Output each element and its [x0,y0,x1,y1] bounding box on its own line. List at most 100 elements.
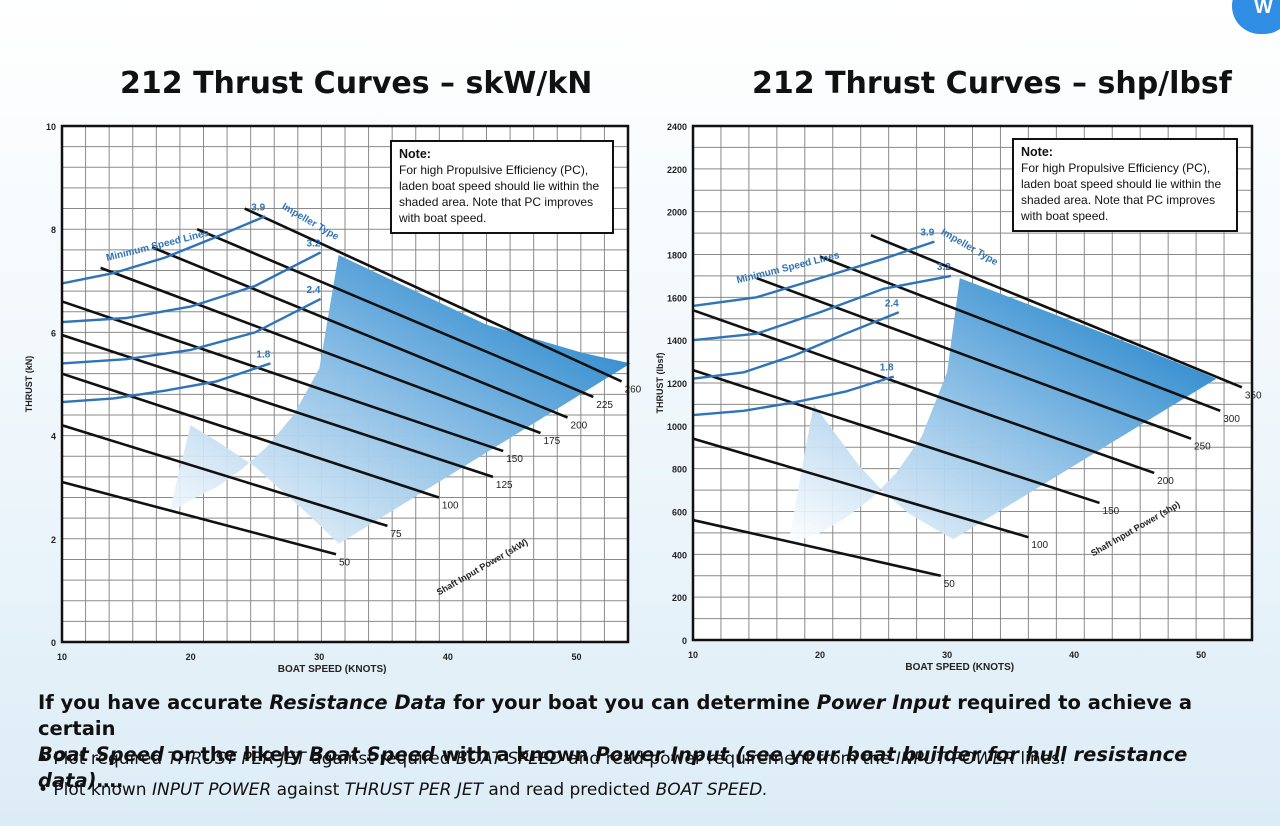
min-speed-line-3.2 [61,251,322,324]
bullet-seg: • Plot required [38,749,168,769]
para-seg: Resistance Data [269,691,447,714]
min-speed-line-3.2 [692,274,952,342]
note-box-left: Note: For high Propulsive Efficiency (PC… [390,140,614,234]
thrust-chart-shp-lbsf: 50 100 150 200 250 300 350 1.8 2.4 3.2 3.9 0 200 400 6… [655,122,1262,673]
note-line: For high Propulsive Efficiency (PC), [1021,161,1211,175]
power-line-75 [61,424,388,528]
y-tick-label: 1000 [667,422,687,432]
power-line-260 [244,207,623,383]
power-line-label-260: 260 [625,384,642,395]
power-line-label-200: 200 [1157,476,1174,487]
y-tick-label: 1600 [667,293,687,303]
para-seg: or the likely [163,743,309,766]
min-speed-line-3.9 [61,215,266,285]
y-tick-label: 800 [672,465,687,475]
power-line-200 [151,246,569,419]
para-seg: Boat Speed [38,743,164,766]
bullet-seg: BOAT SPEED. [655,780,768,800]
bullet-seg: against [271,780,345,800]
x-axis-label: BOAT SPEED (KNOTS) [278,664,387,675]
bullet-seg: THRUST PER JET [344,780,484,800]
y-tick-label: 1200 [667,379,687,389]
impeller-label-2.4: 2.4 [307,285,321,296]
power-line-175 [100,266,541,435]
power-line-150 [692,368,1100,505]
power-line-label-100: 100 [1031,540,1048,551]
note-line: with boat speed. [1021,209,1109,223]
y-tick-label: 6 [51,328,56,338]
efficiency-shaded-area [168,255,631,544]
note-line: with boat speed. [399,211,487,225]
bullet-item-1: • Plot required THRUST PER JET against r… [38,748,1268,770]
impeller-label-3.9: 3.9 [920,228,934,239]
power-line-label-350: 350 [1245,390,1262,401]
power-line-label-150: 150 [506,454,523,465]
y-tick-label: 8 [51,225,56,235]
y-axis-label: THRUST (kN) [24,356,34,413]
power-line-label-100: 100 [442,501,459,512]
power-line-label-200: 200 [571,421,588,432]
bullet-seg: lines. [1015,749,1066,769]
note-title: Note: [1021,145,1053,159]
power-line-label-50: 50 [944,579,956,590]
impeller-label-2.4: 2.4 [885,298,899,309]
min-speed-line-2.4 [61,297,322,365]
y-tick-label: 1400 [667,336,687,346]
min-speed-line-1.8 [61,362,271,404]
para-seg: …. [96,769,124,792]
power-line-label-75: 75 [390,529,402,540]
impeller-label-3.9: 3.9 [251,202,265,213]
note-title: Note: [399,147,431,161]
note-line: laden boat speed should lie within the [1021,177,1222,191]
power-line-label-300: 300 [1223,414,1240,425]
bullet-seg: BOAT SPEED [455,749,563,769]
y-tick-label: 4 [51,432,56,442]
impeller-label-1.8: 1.8 [880,363,894,374]
para-seg: Boat Speed [308,743,435,766]
x-tick-label: 20 [815,650,825,660]
power-line-label-150: 150 [1103,506,1120,517]
x-tick-label: 40 [443,652,453,662]
y-tick-label: 200 [672,593,687,603]
bullet-seg: and read power requirement from the [562,749,896,769]
min-speed-line-1.8 [692,375,895,417]
instruction-paragraph: If you have accurate Resistance Data for… [38,690,1268,794]
impeller-label-3.2: 3.2 [307,238,321,249]
x-tick-label: 30 [942,650,952,660]
power-line-150 [61,300,504,453]
x-tick-label: 30 [314,652,324,662]
min-speed-line-2.4 [692,311,900,380]
power-line-50 [61,480,337,556]
note-line: shaded area. Note that PC improves [1021,193,1216,207]
y-tick-label: 10 [46,122,56,132]
para-seg: Power Input [816,691,951,714]
y-tick-label: 2200 [667,165,687,175]
y-tick-label: 2 [51,535,56,545]
bullet-seg: INPUT POWER [895,749,1016,769]
power-line-label-225: 225 [596,400,613,411]
note-line: For high Propulsive Efficiency (PC), [399,163,589,177]
power-line-label-125: 125 [496,480,513,491]
plot-frame [60,124,630,644]
power-line-label-250: 250 [1194,442,1211,453]
chart-title-right: 212 Thrust Curves – shp/lbsf [752,66,1232,101]
y-tick-label: 400 [672,550,687,560]
power-line-100 [692,437,1029,539]
x-tick-label: 50 [1196,650,1206,660]
power-line-200 [692,308,1155,475]
para-seg: Power Input (see your boat builder for h… [38,743,1188,792]
power-line-label-50: 50 [339,557,351,568]
bullet-seg: THRUST PER JET [167,749,306,769]
impeller-label-3.2: 3.2 [937,262,951,273]
min-speed-line-3.9 [692,240,935,308]
x-tick-label: 10 [57,652,67,662]
bullet-seg: and read predicted [483,780,656,800]
note-box-right: Note: For high Propulsive Efficiency (PC… [1012,138,1238,232]
power-line-300 [819,255,1221,413]
chart-title-left: 212 Thrust Curves – skW/kN [120,66,593,101]
x-tick-label: 50 [572,652,582,662]
power-line-label-175: 175 [544,436,561,447]
y-axis-label: THRUST (lbsf) [655,353,665,414]
note-line: shaded area. Note that PC improves [399,195,594,209]
power-line-250 [756,276,1192,440]
